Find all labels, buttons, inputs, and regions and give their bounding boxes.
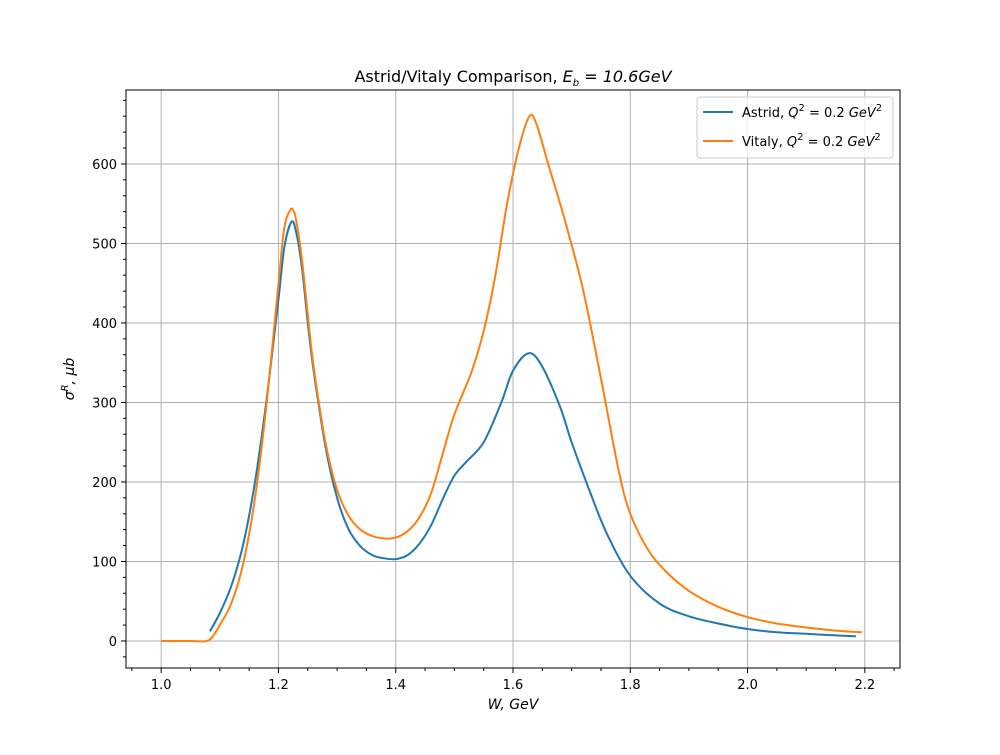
legend-label-vitaly: Vitaly, Q2 = 0.2 GeV2 — [742, 132, 881, 150]
y-tick-label: 200 — [92, 476, 117, 491]
legend: Astrid, Q2 = 0.2 GeV2 Vitaly, Q2 = 0.2 G… — [696, 96, 894, 159]
x-tick-label: 1.4 — [385, 678, 406, 693]
x-tick-label: 1.6 — [503, 678, 524, 693]
y-tick-label: 400 — [92, 317, 117, 332]
chart-title: Astrid/Vitaly Comparison, Eb = 10.6GeV — [354, 67, 672, 89]
series-vitaly — [161, 113, 862, 643]
x-tick-label: 2.2 — [854, 678, 875, 693]
x-tick-label: 1.2 — [268, 678, 289, 693]
x-axis-label: W, GeV — [488, 697, 540, 713]
y-axis-label: σR, μb — [60, 358, 78, 401]
x-tick-label: 2.0 — [737, 678, 758, 693]
x-tick-label: 1.0 — [151, 678, 172, 693]
series-astrid — [209, 220, 857, 638]
x-tick-label: 1.8 — [620, 678, 641, 693]
y-tick-label: 100 — [92, 555, 117, 570]
y-tick-label: 0 — [109, 635, 117, 650]
legend-box — [696, 96, 894, 159]
y-tick-label: 500 — [92, 237, 117, 252]
axis-ticks: 1.0 1.2 1.4 1.6 1.8 2.0 2.2 0 100 200 300 400 500 600 — [92, 99, 895, 693]
series-layer — [161, 113, 862, 643]
y-tick-label: 600 — [92, 158, 117, 173]
legend-label-astrid: Astrid, Q2 = 0.2 GeV2 — [742, 103, 882, 121]
y-tick-label: 300 — [92, 396, 117, 411]
grid-lines — [126, 90, 900, 668]
